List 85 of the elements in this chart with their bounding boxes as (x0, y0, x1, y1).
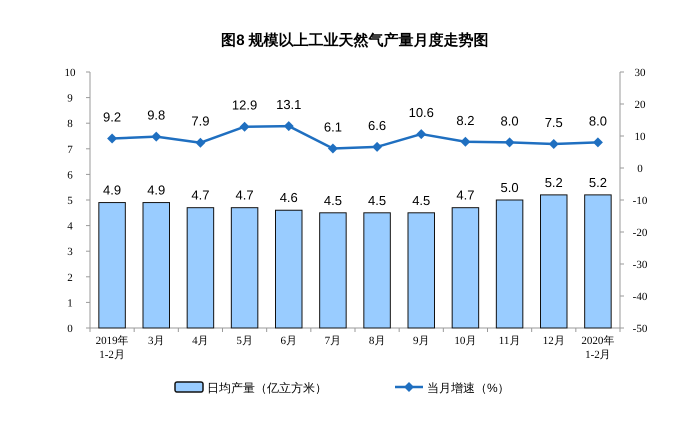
x-tick-label: 9月 (413, 335, 430, 347)
data-label: 4.5 (324, 192, 342, 208)
y2-tick-label: 20 (634, 99, 646, 111)
y-tick-label: 2 (67, 272, 73, 284)
y2-tick-label: -10 (632, 195, 648, 207)
data-label: 5.2 (588, 174, 607, 190)
point (548, 139, 559, 149)
data-label: 7.9 (191, 114, 210, 129)
y-tick-label: 4 (67, 220, 74, 233)
chart-title: 图8 规模以上工业天然气产量月度走势图 (221, 31, 489, 49)
legend-label: 日均产量（亿立方米） (207, 381, 327, 395)
bar (275, 210, 302, 328)
data-label: 4.9 (103, 182, 122, 198)
y2-tick-label: -40 (632, 291, 648, 303)
point (195, 138, 206, 148)
point (416, 129, 426, 140)
data-label: 4.7 (236, 188, 254, 203)
x-tick-label: 3月 (148, 335, 164, 347)
data-label: 12.9 (232, 98, 258, 113)
y2-tick-label: -50 (632, 323, 648, 335)
y-tick-label: 7 (67, 144, 74, 156)
bar (496, 200, 524, 328)
y2-tick-label: -30 (632, 259, 648, 271)
bar (98, 202, 126, 328)
y-tick-label: 0 (67, 323, 74, 335)
data-label: 8.0 (588, 113, 607, 128)
bar (408, 212, 435, 328)
y-tick-label: 6 (67, 169, 74, 182)
legend-label: 当月增速（%） (427, 381, 510, 395)
legend-item: 当月增速（%） (395, 381, 510, 395)
point (240, 122, 250, 132)
x-tick-label: 7月 (324, 335, 342, 347)
data-label: 4.5 (368, 192, 386, 208)
y2-tick-label: 30 (634, 67, 646, 79)
bar (363, 212, 391, 328)
point (107, 134, 118, 144)
point (504, 137, 515, 148)
data-label: 8.2 (456, 112, 474, 128)
bar (319, 212, 347, 328)
y-tick-label: 1 (67, 297, 73, 310)
x-tick-label: 2019年 1-2月 (96, 335, 129, 361)
y2-tick-label: 0 (637, 163, 644, 175)
data-label: 5.2 (544, 174, 563, 190)
data-label: 4.5 (412, 192, 430, 208)
x-tick-label: 12月 (542, 335, 565, 347)
y-tick-label: 3 (67, 246, 74, 258)
x-tick-label: 8月 (368, 335, 386, 347)
y-tick-label: 8 (67, 118, 74, 130)
data-label: 9.8 (147, 108, 166, 123)
bar (584, 194, 612, 328)
point (328, 143, 338, 154)
data-label: 4.9 (147, 182, 166, 198)
x-tick-label: 2020年 1-2月 (581, 335, 614, 361)
y2-tick-label: -20 (632, 227, 648, 239)
data-label: 4.7 (456, 188, 474, 203)
y-tick-label: 5 (67, 195, 74, 207)
data-label: 8.0 (500, 113, 519, 128)
data-label: 6.1 (324, 119, 342, 134)
y-tick-label: 10 (64, 67, 76, 79)
point (284, 121, 294, 132)
data-label: 7.5 (544, 115, 563, 130)
x-tick-label: 10月 (454, 335, 476, 347)
point (151, 132, 162, 142)
point (372, 142, 382, 152)
x-tick-label: 11月 (498, 335, 520, 347)
x-tick-label: 5月 (236, 335, 253, 347)
data-label: 5.0 (500, 180, 519, 195)
bar (452, 207, 480, 328)
data-label: 6.6 (368, 118, 386, 133)
y-tick-label: 9 (67, 92, 74, 105)
data-label: 9.2 (103, 110, 122, 125)
y2-tick-label: 10 (634, 131, 646, 143)
bar (142, 202, 170, 328)
bar (540, 194, 568, 328)
data-label: 10.6 (408, 105, 434, 120)
bar (230, 207, 258, 328)
x-tick-label: 6月 (280, 335, 297, 347)
x-tick-label: 4月 (192, 335, 209, 347)
data-label: 4.7 (191, 188, 210, 203)
point (592, 137, 603, 148)
legend-item: 日均产量（亿立方米） (174, 381, 327, 395)
data-label: 13.1 (276, 97, 302, 112)
bar (186, 207, 214, 328)
data-label: 4.6 (280, 190, 298, 206)
point (460, 136, 470, 147)
